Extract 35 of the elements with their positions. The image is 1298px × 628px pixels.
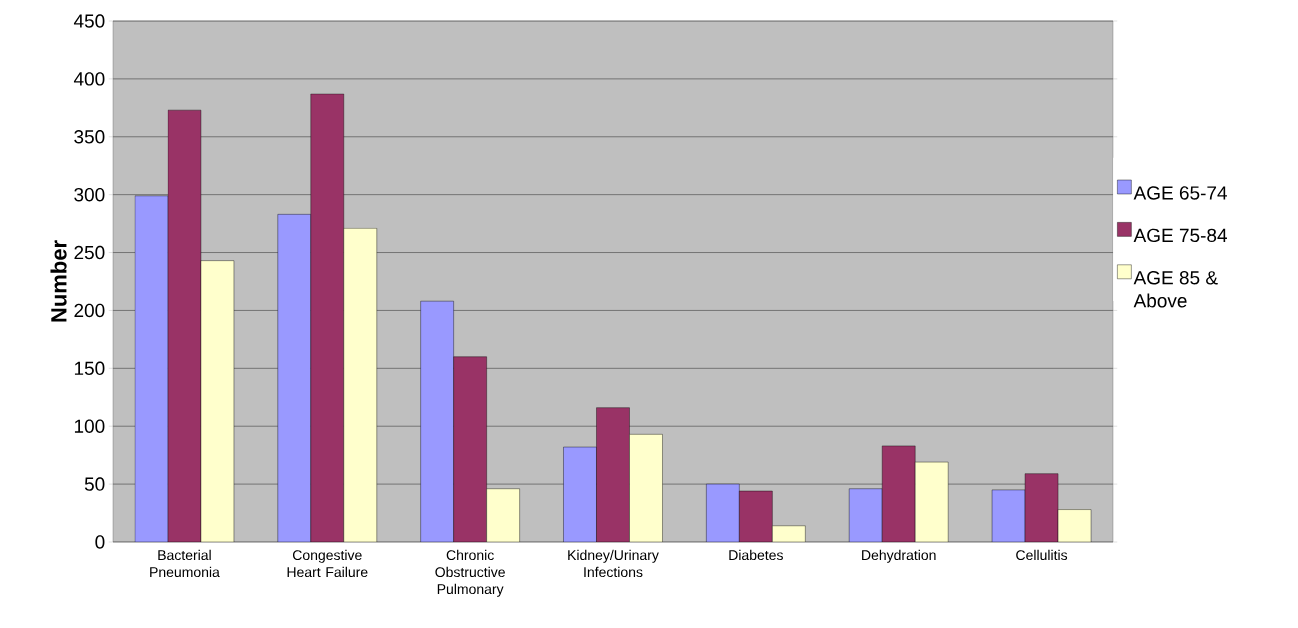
bar [915, 461, 949, 542]
x-tick-label: Congestive Heart Failure [287, 549, 368, 578]
y-tick-label: 350 [74, 130, 105, 144]
legend-label: AGE 65-74 [1133, 186, 1227, 200]
y-tick-label: 200 [74, 303, 105, 318]
legend-label: AGE 75-84 [1133, 228, 1227, 243]
bar [849, 488, 883, 542]
bar [277, 214, 311, 542]
x-tick-label: Bacterial Pneumonia [150, 549, 220, 578]
bar [563, 446, 597, 542]
legend-label: AGE 85 & Above [1133, 271, 1218, 308]
bar [134, 195, 169, 542]
y-tick-label: 100 [74, 419, 105, 433]
bar [629, 434, 663, 542]
bar [486, 488, 520, 542]
y-tick-label: 50 [84, 477, 105, 491]
x-tick-label: Diabetes [729, 549, 783, 561]
y-tick-label: 0 [95, 535, 105, 549]
x-tick-label: Dehydration [862, 549, 936, 563]
bar [1057, 509, 1092, 542]
bar [420, 300, 454, 542]
bar [991, 489, 1026, 542]
y-tick-label: 300 [74, 187, 105, 202]
y-tick-label: 150 [74, 361, 105, 376]
y-tick-label: 400 [73, 72, 105, 86]
x-tick-label: Cellulitis [1016, 549, 1068, 561]
bar [343, 228, 377, 542]
x-tick-label: Chronic Obstructive Pulmonary [435, 549, 505, 597]
y-axis-title: Number [50, 240, 67, 322]
bar [200, 260, 235, 542]
bar [772, 525, 806, 542]
bar [706, 483, 740, 542]
y-tick-label: 450 [73, 14, 105, 28]
x-tick-label: Kidney/Urinary Infections [568, 549, 659, 578]
y-tick-label: 250 [74, 245, 105, 260]
